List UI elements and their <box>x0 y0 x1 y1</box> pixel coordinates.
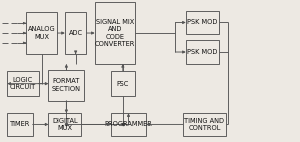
FancyBboxPatch shape <box>186 40 219 64</box>
FancyBboxPatch shape <box>183 113 226 136</box>
Text: PSK MOD: PSK MOD <box>187 49 217 55</box>
Text: ADC: ADC <box>69 30 83 36</box>
FancyBboxPatch shape <box>26 12 57 54</box>
FancyBboxPatch shape <box>186 11 219 35</box>
Text: TIMING AND
CONTROL: TIMING AND CONTROL <box>184 118 224 131</box>
FancyBboxPatch shape <box>7 71 39 96</box>
FancyBboxPatch shape <box>49 70 84 101</box>
Text: TIMER: TIMER <box>10 121 30 127</box>
Text: LOGIC
CIRCUIT: LOGIC CIRCUIT <box>10 77 36 90</box>
FancyBboxPatch shape <box>111 71 135 96</box>
FancyBboxPatch shape <box>49 113 81 136</box>
Text: SIGNAL MIX
AND
CODE
CONVERTER: SIGNAL MIX AND CODE CONVERTER <box>95 19 135 47</box>
Text: DIGITAL
MUX: DIGITAL MUX <box>52 118 78 131</box>
Text: ANALOG
MUX: ANALOG MUX <box>28 26 56 40</box>
Text: FSC: FSC <box>117 81 129 87</box>
Text: FORMAT
SECTION: FORMAT SECTION <box>52 78 81 92</box>
Text: PROGRAMMER: PROGRAMMER <box>105 121 152 127</box>
FancyBboxPatch shape <box>7 113 33 136</box>
FancyBboxPatch shape <box>111 113 146 136</box>
FancyBboxPatch shape <box>95 2 135 64</box>
FancyBboxPatch shape <box>65 12 86 54</box>
Text: PSK MOD: PSK MOD <box>187 19 217 26</box>
